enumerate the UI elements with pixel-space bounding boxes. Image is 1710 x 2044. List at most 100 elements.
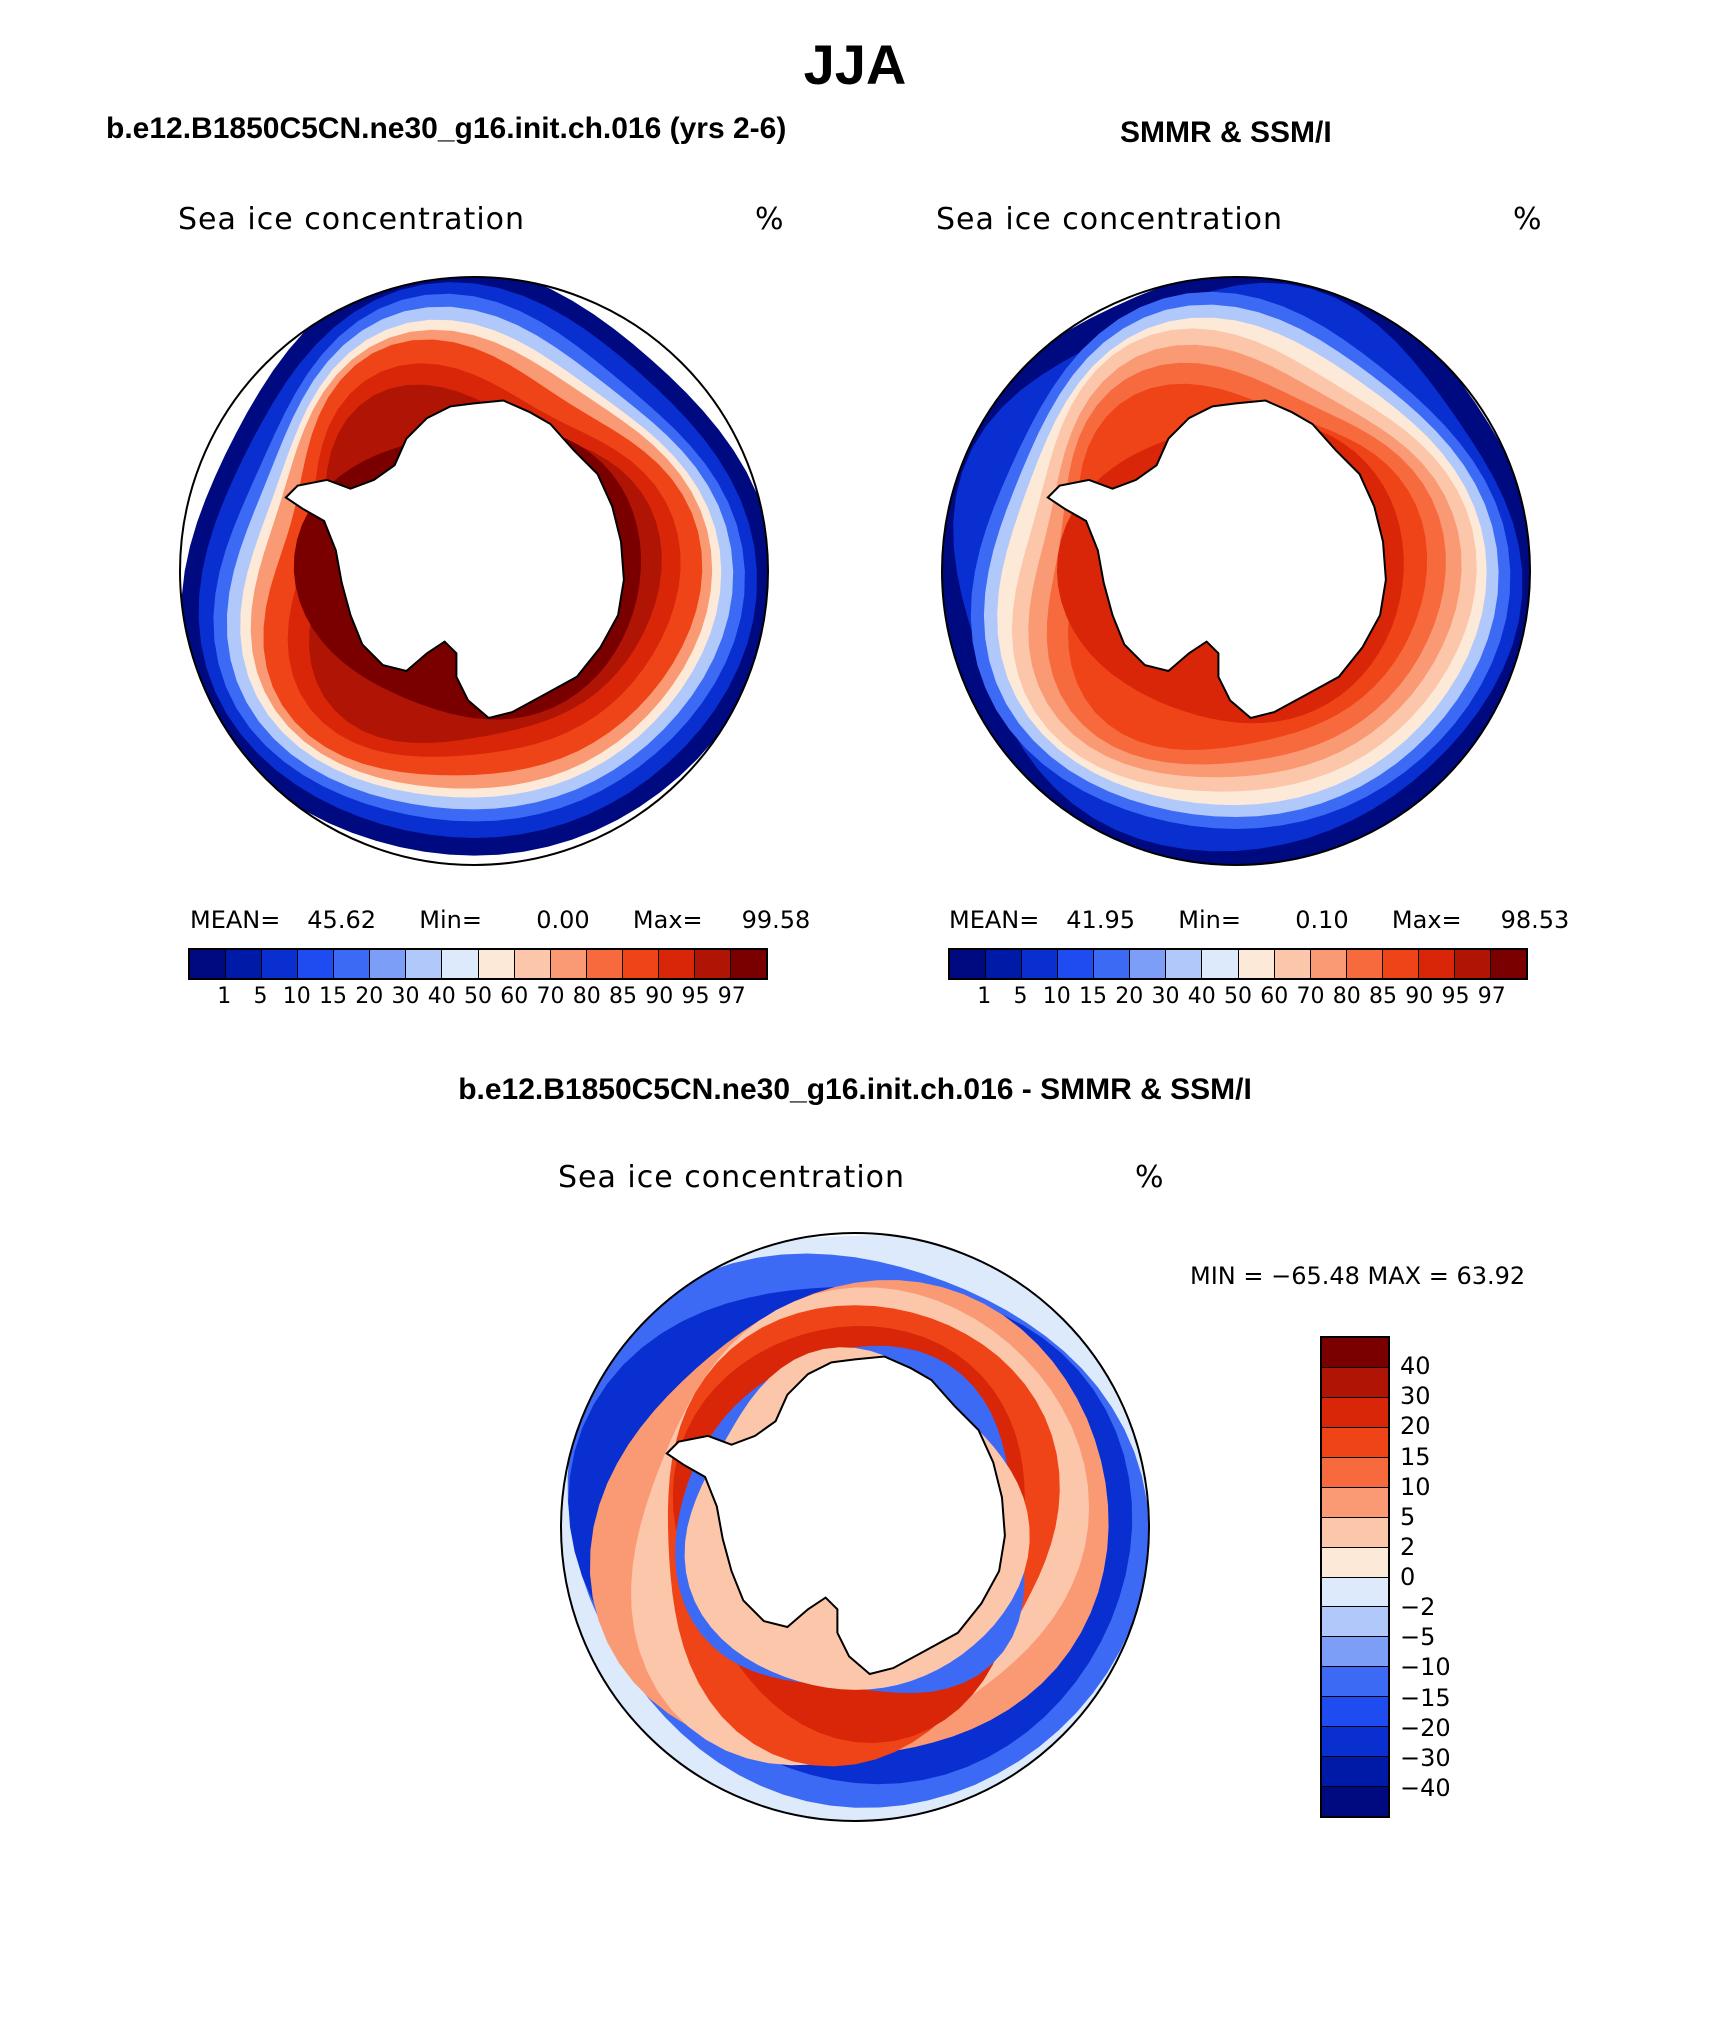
colorbar-tick-label: 60	[1260, 984, 1289, 1009]
colorbar-tick-label: −20	[1400, 1713, 1451, 1742]
colorbar-tick-label: 90	[645, 984, 674, 1009]
colorbar-tick-label: 15	[1079, 984, 1107, 1009]
colorbar-swatch	[334, 950, 371, 978]
colorbar-tick-label: 40	[1400, 1352, 1431, 1381]
colorbar-tick-label: 5	[1400, 1502, 1416, 1531]
colorbar-tick-label: 70	[1296, 984, 1325, 1009]
colorbar-swatch	[1322, 1787, 1388, 1816]
max-label: Max=	[1391, 906, 1462, 934]
colorbar-tick-label: 80	[1332, 984, 1361, 1009]
map-diff-field	[560, 1232, 1150, 1822]
colorbar-tick-label: 97	[717, 984, 746, 1009]
colorbar-swatch	[730, 950, 766, 978]
colorbar-swatch	[622, 950, 659, 978]
colorbar-tick-label: −2	[1400, 1593, 1436, 1622]
colorbar-tick-label: 30	[1400, 1382, 1431, 1411]
map-boundary-circle	[179, 276, 769, 866]
colorbar-swatch	[190, 950, 227, 978]
colorbar-tick-label: −30	[1400, 1743, 1451, 1772]
colorbar-swatch	[262, 950, 299, 978]
colorbar-swatch	[1322, 1457, 1388, 1488]
colorbar-swatch	[1310, 950, 1347, 978]
colorbar-tick-label: −10	[1400, 1653, 1451, 1682]
colorbar-tick-label: 40	[1187, 984, 1216, 1009]
mean-value: 41.95	[1066, 906, 1135, 934]
map-obs-field	[941, 276, 1531, 866]
colorbar-tick-label: 50	[1224, 984, 1252, 1009]
colorbar-tick-label: 10	[282, 984, 311, 1009]
variable-label-diff: Sea ice concentration	[558, 1160, 906, 1195]
colorbar-model	[188, 948, 768, 980]
colorbar-tick-label: −15	[1400, 1683, 1451, 1712]
colorbar-tick-label: 1	[217, 984, 232, 1009]
stats-obs: MEAN= 41.95 Min= 0.10 Max= 98.53	[949, 906, 1569, 934]
colorbar-tick-label: 85	[1369, 984, 1397, 1009]
colorbar-swatch	[1322, 1547, 1388, 1578]
colorbar-swatch	[1454, 950, 1491, 978]
colorbar-tick-label: 0	[1400, 1563, 1416, 1591]
colorbar-tick-label: 30	[391, 984, 420, 1009]
mean-value: 45.62	[307, 906, 376, 934]
colorbar-swatch	[1322, 1577, 1388, 1608]
colorbar-swatch	[1322, 1697, 1388, 1728]
colorbar-tick-label: 85	[609, 984, 637, 1009]
colorbar-tick-label: 97	[1477, 984, 1506, 1009]
colorbar-tick-label: −40	[1400, 1773, 1451, 1802]
units-label-obs: %	[1513, 202, 1543, 237]
colorbar-swatch	[1418, 950, 1455, 978]
panel-title-obs: SMMR & SSM/I	[1120, 116, 1332, 149]
colorbar-swatch	[1274, 950, 1311, 978]
colorbar-tick-label: 95	[681, 984, 710, 1009]
colorbar-swatch	[1238, 950, 1275, 978]
colorbar-swatch	[514, 950, 551, 978]
colorbar-diff	[1320, 1336, 1390, 1818]
colorbar-swatch	[1322, 1757, 1388, 1788]
colorbar-swatch	[658, 950, 695, 978]
colorbar-tick-label: 50	[464, 984, 492, 1009]
map-boundary-circle	[560, 1232, 1150, 1822]
units-label-model: %	[755, 202, 785, 237]
colorbar-swatch	[1094, 950, 1131, 978]
colorbar-swatch	[1382, 950, 1419, 978]
colorbar-swatch	[1322, 1517, 1388, 1548]
colorbar-tick-label: 95	[1441, 984, 1470, 1009]
colorbar-tick-label: 70	[536, 984, 565, 1009]
colorbar-swatch	[1322, 1397, 1388, 1428]
colorbar-swatch	[1202, 950, 1239, 978]
colorbar-swatch	[1322, 1338, 1388, 1368]
variable-label-model: Sea ice concentration	[178, 202, 526, 237]
colorbar-swatch	[1322, 1667, 1388, 1698]
colorbar-tick-label: 5	[253, 984, 268, 1009]
map-field	[942, 277, 1530, 865]
colorbar-tick-label: 20	[1115, 984, 1144, 1009]
colorbar-swatch	[1022, 950, 1059, 978]
colorbar-swatch	[1322, 1607, 1388, 1638]
colorbar-swatch	[550, 950, 587, 978]
colorbar-tick-label: 20	[1400, 1412, 1431, 1441]
colorbar-tick-label: 90	[1405, 984, 1434, 1009]
colorbar-swatch	[1322, 1727, 1388, 1758]
max-label: Max=	[632, 906, 703, 934]
min-label: Min=	[419, 906, 482, 934]
map-model-field	[179, 276, 769, 866]
colorbar-tick-label: 10	[1400, 1472, 1431, 1501]
colorbar-tick-label: 10	[1042, 984, 1071, 1009]
colorbar-swatch	[1322, 1637, 1388, 1668]
mean-label: MEAN=	[949, 906, 1040, 934]
colorbar-swatch	[694, 950, 731, 978]
diff-minmax: MIN = −65.48 MAX = 63.92	[1190, 1262, 1526, 1290]
variable-label-obs: Sea ice concentration	[936, 202, 1284, 237]
colorbar-swatch	[478, 950, 515, 978]
max-value: 99.58	[741, 906, 811, 934]
colorbar-swatch	[1058, 950, 1095, 978]
figure-title: JJA	[803, 33, 907, 96]
map-field	[181, 277, 768, 856]
map-boundary-circle	[941, 276, 1531, 866]
colorbar-swatch	[298, 950, 335, 978]
colorbar-swatch	[986, 950, 1023, 978]
antarctica-continent	[1046, 399, 1387, 720]
antarctica-continent	[665, 1355, 1006, 1676]
colorbar-swatch	[1490, 950, 1526, 978]
